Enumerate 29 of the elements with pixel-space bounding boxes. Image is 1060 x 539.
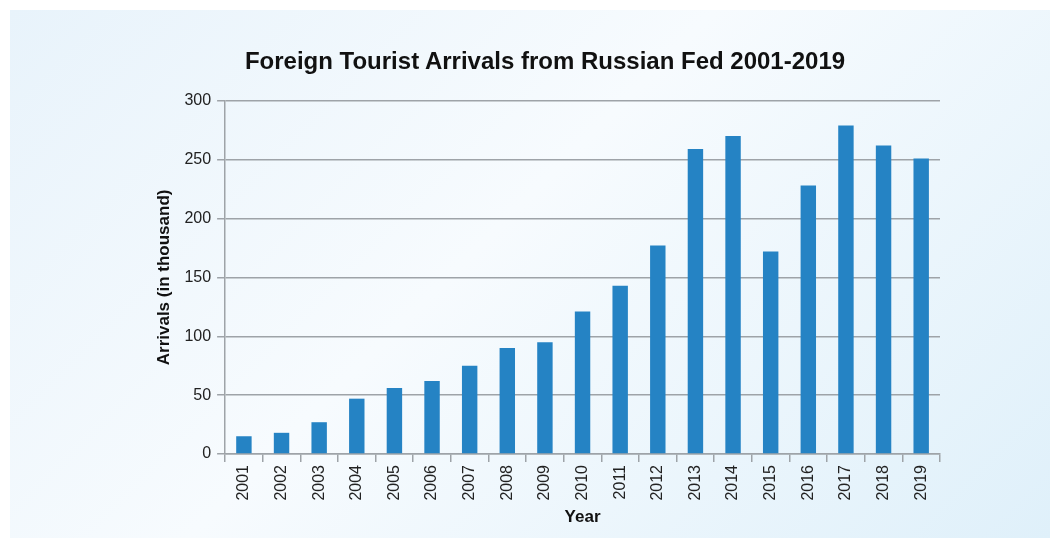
- x-tick-label: 2006: [422, 464, 440, 501]
- y-tick-label: 200: [184, 208, 212, 226]
- x-tick-label: 2002: [271, 464, 289, 501]
- x-tick-label: 2014: [723, 464, 741, 501]
- x-tick-label: 2012: [648, 464, 666, 501]
- x-tick-label: 2007: [460, 464, 478, 501]
- x-tick-label: 2008: [497, 464, 515, 501]
- chart-title: Foreign Tourist Arrivals from Russian Fed 2001-2019: [244, 47, 846, 75]
- y-axis-title: Arrivals (in thousand): [153, 189, 173, 366]
- x-tick-label: 2005: [384, 464, 402, 501]
- y-tick-label: 50: [193, 385, 212, 403]
- x-tick-label: 2004: [347, 464, 365, 501]
- y-tick-label: 0: [202, 444, 212, 462]
- x-tick-label: 2013: [685, 464, 703, 501]
- y-tick-label: 100: [184, 326, 212, 344]
- y-tick-label: 300: [184, 91, 212, 109]
- x-tick-label: 2010: [572, 464, 590, 501]
- x-tick-label: 2016: [798, 464, 816, 501]
- x-tick-label: 2001: [234, 464, 252, 501]
- x-tick-label: 2015: [761, 464, 779, 501]
- y-tick-label: 250: [184, 150, 212, 168]
- x-tick-label: 2018: [873, 464, 891, 501]
- x-tick-label: 2011: [610, 464, 628, 500]
- x-tick-label: 2003: [309, 464, 327, 501]
- y-tick-label: 150: [184, 267, 212, 285]
- x-tick-label: 2009: [535, 464, 553, 501]
- x-tick-label: 2019: [911, 464, 929, 501]
- x-tick-label: 2017: [836, 464, 854, 501]
- x-axis-title: Year: [564, 507, 601, 527]
